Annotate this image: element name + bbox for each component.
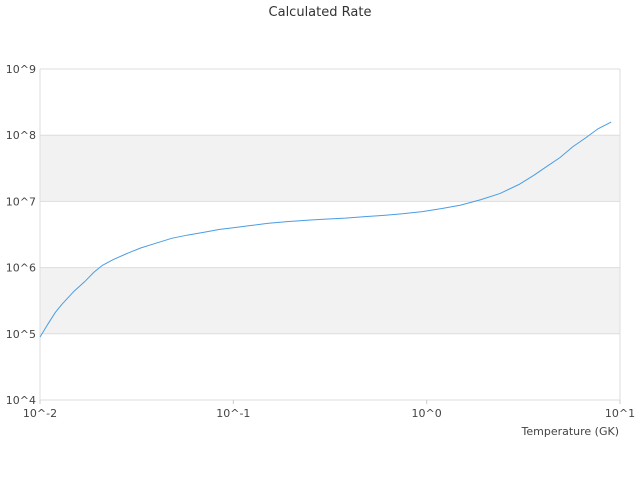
plot-frame <box>39 69 621 400</box>
x-axis-ticks: 10^-2 10^-1 10^0 10^1 <box>23 400 635 420</box>
x-tick-label: 10^-2 <box>23 407 57 420</box>
chart-title: Calculated Rate <box>269 5 372 20</box>
y-tick-label: 10^4 <box>6 394 36 407</box>
y-tick-label: 10^7 <box>6 195 36 208</box>
series-layer <box>39 121 612 338</box>
x-tick-label: 10^0 <box>412 407 442 420</box>
gridlines <box>40 68 620 401</box>
plot-band <box>40 267 620 334</box>
x-tick-label: 10^-1 <box>216 407 250 420</box>
x-axis-label: Temperature (GK) <box>521 425 620 438</box>
y-tick-label: 10^8 <box>6 129 36 142</box>
y-tick-label: 10^6 <box>6 262 36 275</box>
plot-bands <box>40 135 620 334</box>
y-axis-ticks: 10^4 10^5 10^6 10^7 10^8 10^9 <box>6 63 36 407</box>
series-line <box>39 121 612 338</box>
y-tick-label: 10^9 <box>6 63 36 76</box>
y-tick-label: 10^5 <box>6 328 36 341</box>
x-tick-label: 10^1 <box>605 407 635 420</box>
plot-band <box>40 135 620 202</box>
